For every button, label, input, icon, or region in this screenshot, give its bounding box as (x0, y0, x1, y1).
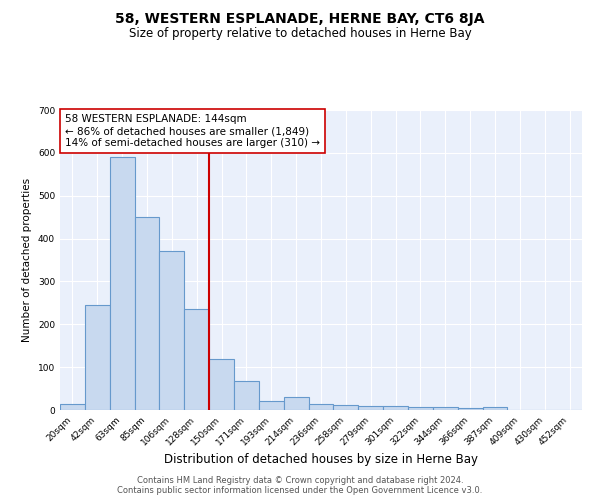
Bar (308, 404, 334, 410)
Text: 58 WESTERN ESPLANADE: 144sqm
← 86% of detached houses are smaller (1,849)
14% of: 58 WESTERN ESPLANADE: 144sqm ← 86% of de… (65, 114, 320, 148)
X-axis label: Distribution of detached houses by size in Herne Bay: Distribution of detached houses by size … (164, 452, 478, 466)
Bar (259, 402, 284, 410)
Bar (334, 405, 358, 410)
Bar (383, 406, 408, 410)
Bar (184, 310, 209, 410)
Bar (60, 404, 85, 410)
Bar (209, 358, 234, 410)
Text: Contains public sector information licensed under the Open Government Licence v3: Contains public sector information licen… (118, 486, 482, 495)
Bar (458, 408, 482, 410)
Bar (160, 252, 184, 410)
Bar (408, 408, 433, 410)
Text: Size of property relative to detached houses in Herne Bay: Size of property relative to detached ho… (128, 28, 472, 40)
Bar (85, 305, 110, 410)
Y-axis label: Number of detached properties: Number of detached properties (22, 178, 32, 342)
Bar (110, 157, 134, 410)
Bar (134, 217, 160, 410)
Bar (234, 382, 259, 410)
Bar (284, 397, 308, 410)
Text: 58, WESTERN ESPLANADE, HERNE BAY, CT6 8JA: 58, WESTERN ESPLANADE, HERNE BAY, CT6 8J… (115, 12, 485, 26)
Text: Contains HM Land Registry data © Crown copyright and database right 2024.: Contains HM Land Registry data © Crown c… (137, 476, 463, 485)
Bar (433, 408, 458, 410)
Bar (482, 407, 508, 410)
Bar (358, 406, 383, 410)
